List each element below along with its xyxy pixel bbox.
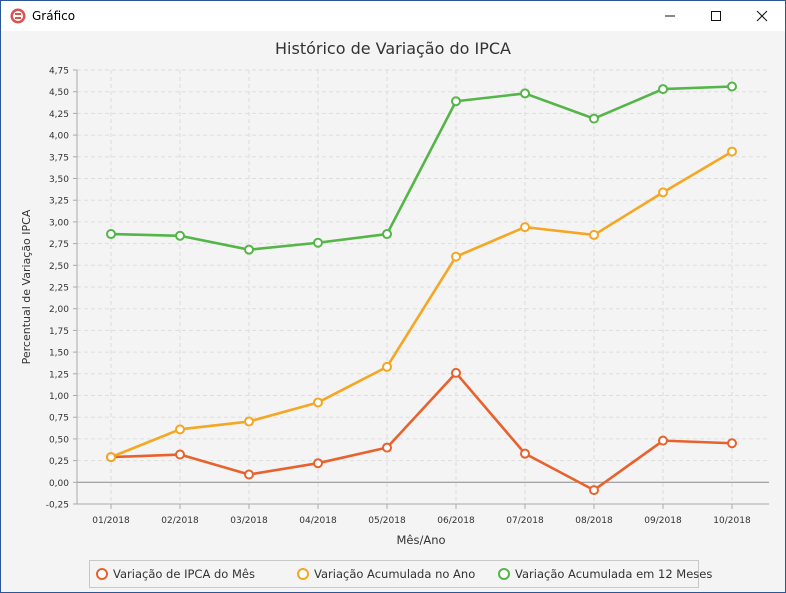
y-tick-label: 0,50	[49, 435, 69, 445]
minimize-button[interactable]	[647, 1, 693, 31]
legend-label-mes: Variação de IPCA do Mês	[113, 567, 255, 581]
maximize-icon	[711, 11, 721, 21]
data-point	[451, 96, 461, 107]
data-point	[244, 416, 254, 427]
y-tick-label: 0,00	[49, 479, 69, 489]
minimize-icon	[665, 15, 675, 17]
data-point	[451, 251, 461, 262]
y-tick-label: 1,25	[49, 370, 69, 380]
series-line-1	[110, 371, 733, 492]
data-point	[589, 229, 599, 240]
close-button[interactable]	[739, 1, 785, 31]
data-point	[520, 448, 530, 459]
y-tick-label: 0,25	[49, 457, 69, 467]
legend-marker-12meses	[498, 568, 510, 580]
grid-layer	[77, 69, 769, 505]
y-tick-label: 4,00	[49, 132, 69, 142]
line-chart: Histórico de Variação do IPCA Percentual…	[20, 39, 769, 547]
y-tick-label: 2,75	[49, 240, 69, 250]
y-tick-label: 3,50	[49, 175, 69, 185]
data-point	[313, 397, 323, 408]
legend-item-ano: Variação Acumulada no Ano	[297, 567, 475, 581]
series-line-2	[110, 150, 733, 459]
legend: Variação de IPCA do Mês Variação Acumula…	[89, 560, 712, 588]
data-point	[244, 469, 254, 480]
y-tick-label: -0,25	[46, 501, 69, 511]
y-tick-label: 1,50	[49, 349, 69, 359]
legend-label-ano: Variação Acumulada no Ano	[314, 567, 476, 581]
data-point	[727, 438, 737, 449]
x-tick-label: 05/2018	[368, 516, 406, 526]
y-tick-label: 3,75	[49, 153, 69, 163]
axis-layer: 4,75 4,50 4,25 4,00 3,75 3,50 3,25 3,00 2,75 2,50…	[46, 67, 769, 526]
data-point	[451, 367, 461, 378]
chart-area: Histórico de Variação do IPCA Percentual…	[1, 31, 785, 592]
y-tick-label: 3,00	[49, 218, 69, 228]
maximize-button[interactable]	[693, 1, 739, 31]
data-point	[727, 146, 737, 157]
data-point	[313, 458, 323, 469]
series-layer	[106, 81, 737, 496]
title-bar: Gráfico	[1, 1, 785, 31]
legend-item-12meses: Variação Acumulada em 12 Meses	[498, 567, 712, 581]
x-axis-label: Mês/Ano	[396, 533, 445, 547]
data-point	[106, 229, 116, 240]
data-point	[589, 485, 599, 496]
data-point	[520, 222, 530, 233]
y-tick-label: 4,25	[49, 110, 69, 120]
x-tick-label: 06/2018	[437, 516, 475, 526]
close-icon	[756, 10, 768, 22]
y-axis-label: Percentual de Variação IPCA	[20, 209, 33, 364]
data-point	[313, 237, 323, 248]
x-tick-label: 07/2018	[506, 516, 544, 526]
data-point	[175, 449, 185, 460]
y-tick-label: 2,25	[49, 284, 69, 294]
data-point	[658, 187, 668, 198]
data-point	[727, 81, 737, 92]
window-title: Gráfico	[32, 9, 76, 23]
x-tick-label: 02/2018	[161, 516, 199, 526]
data-point	[382, 229, 392, 240]
y-tick-label: 2,50	[49, 262, 69, 272]
legend-label-12meses: Variação Acumulada em 12 Meses	[515, 567, 713, 581]
data-point	[589, 113, 599, 124]
series-line-3	[110, 85, 733, 251]
x-tick-label: 08/2018	[575, 516, 613, 526]
y-tick-label: 4,75	[49, 67, 69, 77]
x-tick-label: 10/2018	[713, 516, 751, 526]
data-point	[175, 424, 185, 435]
legend-marker-ano	[297, 568, 309, 580]
app-icon	[10, 8, 26, 24]
data-point	[382, 442, 392, 453]
data-point	[244, 244, 254, 255]
data-point	[658, 435, 668, 446]
data-point	[106, 452, 116, 463]
x-tick-label: 03/2018	[230, 516, 268, 526]
x-tick-label: 09/2018	[644, 516, 682, 526]
y-tick-label: 2,00	[49, 305, 69, 315]
legend-marker-mes	[96, 568, 108, 580]
y-tick-label: 1,75	[49, 327, 69, 337]
y-tick-label: 4,50	[49, 88, 69, 98]
y-tick-label: 0,75	[49, 414, 69, 424]
data-point	[520, 88, 530, 99]
data-point	[658, 84, 668, 95]
chart-title: Histórico de Variação do IPCA	[275, 39, 511, 58]
x-tick-label: 04/2018	[299, 516, 337, 526]
y-tick-label: 1,00	[49, 392, 69, 402]
y-tick-label: 3,25	[49, 197, 69, 207]
x-tick-label: 01/2018	[92, 516, 130, 526]
data-point	[382, 361, 392, 372]
legend-item-mes: Variação de IPCA do Mês	[96, 567, 255, 581]
data-point	[175, 230, 185, 241]
